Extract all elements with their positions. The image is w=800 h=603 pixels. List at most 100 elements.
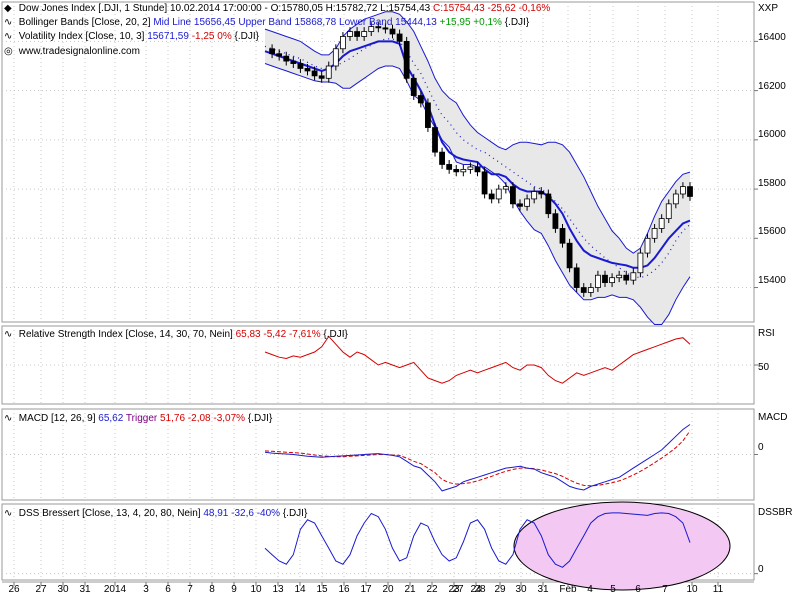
price-datetime: 10.02.2014 17:00:00	[169, 3, 262, 14]
x-tick-label: 31	[537, 584, 549, 595]
x-tick-label: 14	[294, 584, 306, 595]
macd-legend: ∿ MACD [12, 26, 9] 65,62 Trigger 51,76 -…	[4, 412, 272, 425]
candle-body	[559, 228, 566, 244]
macd-name: MACD [12, 26, 9]	[18, 413, 96, 424]
x-tick-label: 9	[231, 584, 237, 595]
candle-body	[276, 53, 283, 57]
vol-change: -1,25 0%	[191, 31, 232, 42]
dss-symbol: {.DJI}	[282, 508, 308, 519]
bollinger-upper-band-line	[264, 11, 691, 254]
macd-trigger-value: 51,76 -2,08 -3,07%	[160, 413, 246, 424]
candle-body	[580, 287, 587, 293]
bb-name: Bollinger Bands [Close, 20, 2]	[18, 17, 151, 28]
price-symbol: Dow Jones Index [.DJI, 1 Stunde]	[18, 3, 168, 14]
x-tick-label: 6	[165, 584, 171, 595]
macd-symbol: {.DJI}	[247, 413, 273, 424]
candle-body	[347, 31, 353, 37]
price-tick: 15800	[758, 178, 786, 189]
x-tick-label: 15	[316, 584, 328, 595]
x-tick-label: 27	[35, 584, 47, 595]
x-tick-label: 5	[610, 584, 616, 595]
x-tick-label: 16	[338, 584, 350, 595]
rsi-line	[264, 335, 691, 384]
vol-legend: ∿ Volatility Index [Close, 10, 3] 15671,…	[4, 30, 259, 43]
candle-body	[453, 168, 460, 173]
candle-body	[531, 191, 538, 200]
candle-body	[432, 127, 438, 153]
candle-body	[595, 274, 601, 288]
rsi-legend: ∿ Relative Strength Index [Close, 14, 30…	[4, 328, 348, 341]
x-tick-label: 13	[272, 584, 284, 595]
macd-tick: 0	[758, 442, 764, 453]
candle-body	[651, 228, 658, 239]
candle-body	[545, 193, 552, 215]
candle-body	[403, 40, 410, 79]
macd-trigger-line	[264, 430, 691, 487]
candle-body	[396, 33, 403, 42]
rsi-symbol: {.DJI}	[323, 329, 348, 340]
candle-body	[417, 95, 424, 104]
rsi-value: 65,83 -5,42 -7,61%	[235, 329, 321, 340]
price-tick: 15400	[758, 275, 786, 286]
x-tick-label: 11	[712, 584, 724, 595]
candle-body	[368, 26, 375, 32]
bb-legend: ∿ Bollinger Bands [Close, 20, 2] Mid Lin…	[4, 16, 529, 29]
candle-body	[460, 168, 467, 173]
candlestick-icon: ◆	[4, 3, 12, 14]
candle-body	[510, 186, 516, 205]
candle-body	[311, 70, 318, 77]
candle-body	[340, 36, 346, 50]
candle-body	[488, 193, 495, 200]
rsi-name: Relative Strength Index [Close, 14, 30, …	[18, 329, 233, 340]
globe-icon: ◎	[4, 46, 13, 57]
candle-body	[389, 28, 396, 35]
x-tick-label: 4	[587, 584, 593, 595]
candle-body	[658, 218, 665, 229]
dss-axis-label: DSSBR	[758, 507, 793, 518]
price-ohl: - O:15780,05 H:15782,72 L:15754,43	[264, 3, 431, 14]
candle-body	[616, 274, 623, 279]
x-tick-label: 2014	[103, 584, 127, 595]
candle-body	[297, 63, 304, 69]
vol-symbol: {.DJI}	[234, 31, 259, 42]
candle-body	[467, 166, 474, 170]
price-tick: 15600	[758, 226, 786, 237]
candle-body	[587, 287, 594, 293]
candle-body	[637, 252, 644, 274]
candle-body	[269, 48, 275, 55]
line-indicator-icon: ∿	[4, 508, 13, 519]
price-axis-label: XXP	[758, 3, 779, 14]
x-tick-label: 3	[143, 584, 149, 595]
candle-body	[672, 193, 679, 205]
bollinger-band-fill	[265, 11, 690, 325]
candle-body	[623, 274, 630, 281]
bb-symbol: {.DJI}	[504, 17, 530, 28]
macd-line	[264, 424, 691, 492]
watermark-text: www.tradesignalonline.com	[18, 46, 140, 57]
candle-body	[439, 151, 445, 165]
candle-body	[318, 75, 325, 79]
line-indicator-icon: ∿	[4, 329, 13, 340]
bb-values: Mid Line 15656,45 Upper Band 15868,78 Lo…	[153, 17, 437, 28]
x-tick-label: 8	[209, 584, 215, 595]
price-tick: 16400	[758, 32, 786, 43]
x-tick-label: 17	[360, 584, 372, 595]
vol-name: Volatility Index [Close, 10, 3]	[18, 31, 145, 42]
x-tick-label: 7	[187, 584, 193, 595]
panel-frame	[1, 503, 755, 581]
candle-body	[290, 60, 297, 64]
line-indicator-icon: ∿	[4, 413, 13, 424]
x-tick-label: 24	[470, 584, 482, 595]
dss-value-blue: 48,91 -32,6 -40%	[203, 508, 281, 519]
x-tick-label: Feb	[559, 584, 577, 595]
x-tick-label: 23	[448, 584, 460, 595]
x-tick-label: 10	[250, 584, 262, 595]
candle-body	[665, 203, 672, 220]
watermark: ◎ www.tradesignalonline.com	[4, 45, 140, 58]
price-tick: 16200	[758, 81, 786, 92]
candle-body	[538, 191, 545, 195]
candle-body	[552, 213, 559, 229]
price-tick: 16000	[758, 129, 786, 140]
